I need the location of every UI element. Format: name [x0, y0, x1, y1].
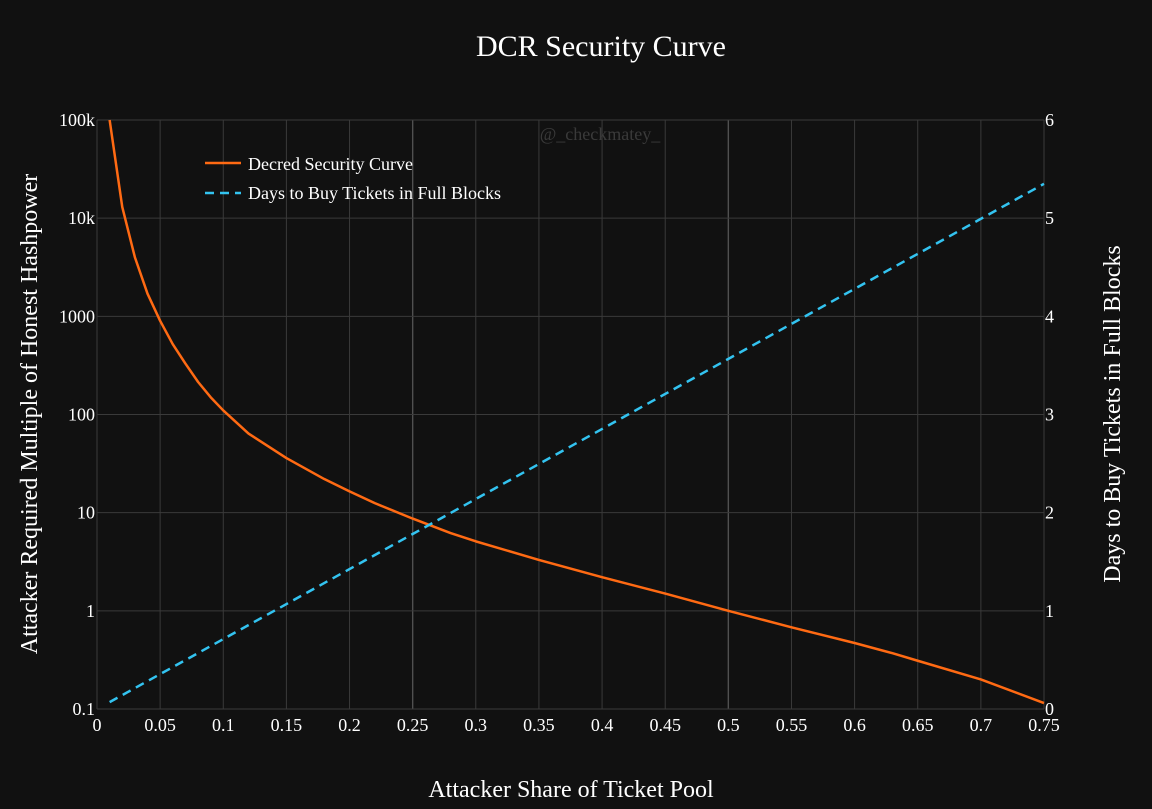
x-tick-label: 0.65	[902, 715, 934, 735]
y-tick-label: 100	[68, 405, 95, 425]
series-line-days-to-buy[interactable]	[109, 182, 1045, 704]
y2-tick-label: 0	[1045, 699, 1054, 719]
x-tick-label: 0.2	[338, 715, 361, 735]
y2-tick-label: 2	[1045, 503, 1054, 523]
y-axis-ticks: 0.1 1 10 100 1000 10k 100k	[59, 110, 95, 719]
x-tick-label: 0.35	[523, 715, 555, 735]
y2-axis-title: Days to Buy Tickets in Full Blocks	[1100, 245, 1126, 582]
grid-lines	[96, 119, 1045, 710]
y-tick-label: 100k	[59, 110, 95, 130]
x-tick-label: 0.25	[397, 715, 429, 735]
series-layer	[108, 119, 1045, 705]
x-tick-label: 0.55	[776, 715, 808, 735]
y-tick-label: 10k	[68, 208, 95, 228]
legend-label-days-to-buy: Days to Buy Tickets in Full Blocks	[248, 183, 501, 203]
y2-tick-label: 1	[1045, 601, 1054, 621]
y-axis-title: Attacker Required Multiple of Honest Has…	[17, 174, 43, 655]
x-tick-label: 0	[93, 715, 102, 735]
x-tick-label: 0.75	[1028, 715, 1060, 735]
x-axis-title: Attacker Share of Ticket Pool	[428, 777, 714, 803]
x-tick-label: 0.1	[212, 715, 235, 735]
chart-title: DCR Security Curve	[476, 30, 726, 63]
legend-item-days-to-buy[interactable]: Days to Buy Tickets in Full Blocks	[205, 183, 501, 203]
x-tick-label: 0.4	[591, 715, 614, 735]
y-tick-label: 1	[86, 601, 95, 621]
series-line-security-curve[interactable]	[108, 119, 1045, 705]
x-tick-label: 0.3	[465, 715, 488, 735]
x-tick-label: 0.6	[843, 715, 866, 735]
x-tick-label: 0.7	[970, 715, 993, 735]
y-tick-label: 0.1	[73, 699, 96, 719]
x-tick-label: 0.15	[271, 715, 303, 735]
legend-label-security-curve: Decred Security Curve	[248, 154, 413, 174]
x-axis-ticks: 0 0.05 0.1 0.15 0.2 0.25 0.3 0.35 0.4 0.45 0.5 0.55…	[93, 715, 1060, 735]
y-tick-label: 10	[77, 503, 95, 523]
x-tick-label: 0.5	[717, 715, 740, 735]
legend[interactable]: Decred Security Curve Days to Buy Ticket…	[205, 154, 501, 203]
watermark: @_checkmatey_	[540, 124, 662, 144]
x-tick-label: 0.05	[144, 715, 176, 735]
x-tick-label: 0.45	[649, 715, 681, 735]
y2-tick-label: 6	[1045, 110, 1054, 130]
legend-item-security-curve[interactable]: Decred Security Curve	[205, 154, 413, 174]
y2-tick-label: 4	[1045, 306, 1054, 326]
y2-tick-label: 3	[1045, 405, 1054, 425]
y2-axis-ticks: 0 1 2 3 4 5 6	[1045, 110, 1054, 719]
y-tick-label: 1000	[59, 306, 95, 326]
y2-tick-label: 5	[1045, 208, 1054, 228]
